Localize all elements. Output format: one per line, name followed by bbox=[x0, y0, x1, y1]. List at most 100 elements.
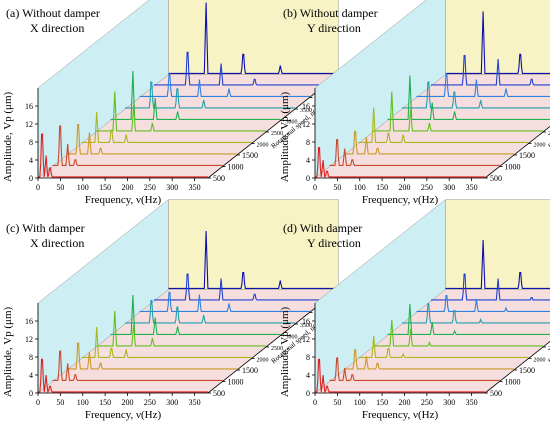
y-tick-label: 16 bbox=[25, 317, 33, 326]
series-line-500 bbox=[38, 133, 208, 178]
series-line-4500 bbox=[431, 55, 550, 86]
series-line-5000 bbox=[168, 2, 339, 74]
y-axis-label: Amplitude, Vp (μm) bbox=[279, 307, 291, 398]
x-tick-label: 200 bbox=[121, 398, 133, 407]
x-tick-label: 200 bbox=[121, 183, 133, 192]
series-line-2000 bbox=[358, 335, 529, 358]
series-line-4000 bbox=[416, 295, 550, 312]
panel-title: (a) Without damper bbox=[6, 6, 100, 20]
panel-direction: X direction bbox=[30, 236, 84, 250]
x-tick-label: 150 bbox=[99, 398, 111, 407]
y-axis-label: Amplitude, Vp (μm) bbox=[2, 92, 14, 183]
series-line-4500 bbox=[154, 273, 324, 301]
y-tick-label: 12 bbox=[25, 120, 33, 129]
x-tick-label: 250 bbox=[144, 398, 156, 407]
series-line-1000 bbox=[329, 138, 500, 166]
x-tick-label: 300 bbox=[443, 398, 455, 407]
x-tick-label: 300 bbox=[443, 183, 455, 192]
panel-title: (b) Without damper bbox=[283, 6, 378, 20]
y-tick-label: 4 bbox=[306, 156, 310, 165]
series-line-5000 bbox=[168, 230, 339, 289]
back-wall bbox=[168, 0, 339, 75]
z-tick-label: 500 bbox=[490, 389, 502, 398]
y-tick-label: 8 bbox=[29, 353, 33, 362]
back-wall bbox=[445, 199, 550, 290]
x-tick-label: 350 bbox=[466, 183, 478, 192]
series-line-4500 bbox=[431, 273, 550, 301]
x-tick-label: 100 bbox=[77, 398, 89, 407]
x-tick-label: 0 bbox=[313, 183, 317, 192]
z-tick-label: 2500 bbox=[271, 346, 283, 352]
series-line-3500 bbox=[125, 299, 295, 324]
x-tick-label: 200 bbox=[398, 398, 410, 407]
series-line-4500 bbox=[154, 51, 324, 86]
z-tick-label: 1000 bbox=[505, 163, 521, 172]
series-line-3500 bbox=[125, 81, 295, 109]
z-tick-label: 2500 bbox=[548, 131, 550, 137]
series-line-3500 bbox=[402, 81, 550, 109]
z-tick-label: 3500 bbox=[300, 323, 312, 329]
x-tick-label: 50 bbox=[56, 183, 64, 192]
z-tick-label: 1500 bbox=[519, 366, 535, 375]
y-tick-label: 8 bbox=[306, 353, 310, 362]
series-line-5000 bbox=[445, 11, 550, 74]
z-tick-label: 2500 bbox=[548, 346, 550, 352]
x-tick-label: 0 bbox=[36, 183, 40, 192]
x-tick-label: 250 bbox=[144, 183, 156, 192]
y-tick-label: 8 bbox=[306, 138, 310, 147]
y-tick-label: 16 bbox=[302, 102, 310, 111]
series-line-2500 bbox=[373, 91, 543, 132]
z-tick-label: 1500 bbox=[242, 366, 258, 375]
x-tick-label: 350 bbox=[189, 183, 201, 192]
series-line-1500 bbox=[344, 130, 514, 155]
back-wall bbox=[445, 0, 550, 75]
z-tick-label: 1500 bbox=[519, 151, 535, 160]
x-tick-label: 150 bbox=[376, 183, 388, 192]
series-line-1000 bbox=[52, 125, 223, 166]
series-line-1500 bbox=[344, 349, 514, 370]
back-wall bbox=[168, 199, 339, 290]
x-axis-label: Frequency, ν(Hz) bbox=[362, 194, 439, 206]
series-line-4000 bbox=[139, 73, 310, 97]
series-line-3000 bbox=[387, 75, 550, 120]
panel-title: (c) With damper bbox=[6, 221, 85, 235]
x-tick-label: 100 bbox=[354, 398, 366, 407]
x-axis-label: Frequency, ν(Hz) bbox=[362, 409, 439, 421]
z-tick-label: 500 bbox=[490, 174, 502, 183]
x-tick-label: 100 bbox=[77, 183, 89, 192]
x-tick-label: 0 bbox=[36, 398, 40, 407]
z-tick-label: 2500 bbox=[271, 131, 283, 137]
x-tick-label: 50 bbox=[56, 398, 64, 407]
series-line-1000 bbox=[52, 350, 223, 381]
z-tick-label: 2000 bbox=[257, 358, 269, 364]
series-line-3500 bbox=[402, 303, 550, 324]
y-tick-label: 0 bbox=[306, 389, 310, 398]
x-tick-label: 250 bbox=[421, 398, 433, 407]
series-line-4000 bbox=[139, 291, 310, 312]
x-tick-label: 150 bbox=[99, 183, 111, 192]
x-tick-label: 350 bbox=[466, 398, 478, 407]
z-tick-label: 3000 bbox=[286, 120, 298, 126]
series-line-3000 bbox=[387, 303, 550, 335]
series-line-500 bbox=[315, 358, 485, 394]
z-axis-line bbox=[484, 125, 550, 179]
y-tick-label: 16 bbox=[302, 317, 310, 326]
y-tick-label: 0 bbox=[29, 174, 33, 183]
y-axis-label: Amplitude, Vp (μm) bbox=[279, 92, 291, 183]
x-tick-label: 100 bbox=[354, 183, 366, 192]
x-axis-label: Frequency, ν(Hz) bbox=[85, 409, 162, 421]
x-tick-label: 300 bbox=[166, 183, 178, 192]
z-axis-line bbox=[484, 340, 550, 394]
y-axis-label: Amplitude, Vp (μm) bbox=[2, 307, 14, 398]
y-tick-label: 12 bbox=[25, 335, 33, 344]
x-tick-label: 350 bbox=[189, 398, 201, 407]
series-line-4000 bbox=[416, 73, 550, 97]
y-tick-label: 0 bbox=[306, 174, 310, 183]
y-tick-label: 0 bbox=[29, 389, 33, 398]
x-tick-label: 300 bbox=[166, 398, 178, 407]
z-tick-label: 3500 bbox=[300, 108, 312, 114]
y-tick-label: 12 bbox=[302, 120, 310, 129]
